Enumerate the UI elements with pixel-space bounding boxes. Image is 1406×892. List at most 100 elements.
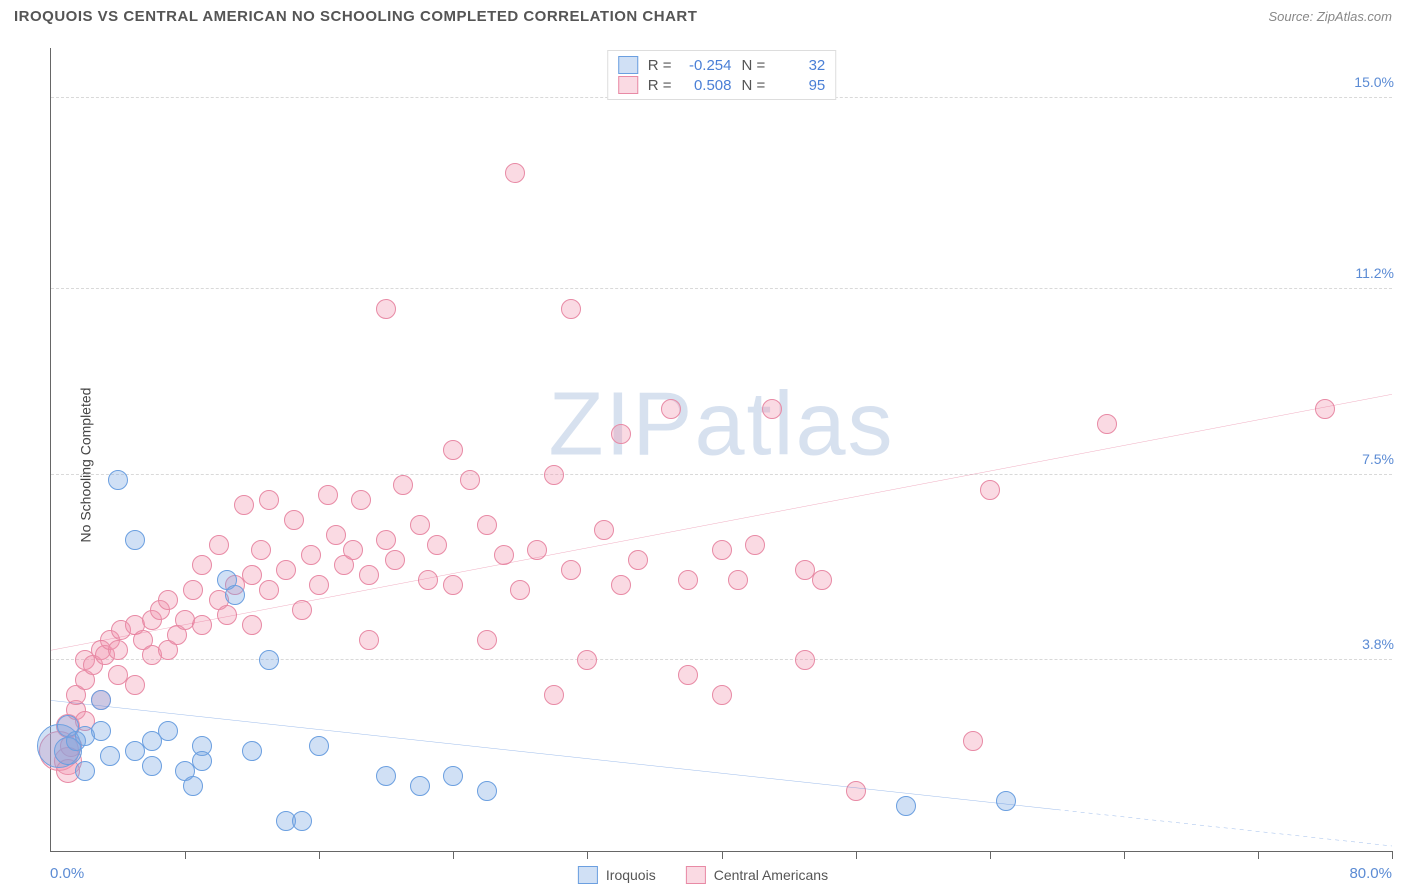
central-point bbox=[678, 570, 698, 590]
central-point bbox=[242, 565, 262, 585]
central-point bbox=[477, 515, 497, 535]
iroquois-point bbox=[259, 650, 279, 670]
central-point bbox=[251, 540, 271, 560]
iroquois-point bbox=[100, 746, 120, 766]
central-point bbox=[158, 590, 178, 610]
x-tick bbox=[1392, 851, 1393, 859]
iroquois-point bbox=[108, 470, 128, 490]
central-point bbox=[410, 515, 430, 535]
central-point bbox=[661, 399, 681, 419]
central-point bbox=[217, 605, 237, 625]
gridline bbox=[51, 659, 1392, 660]
central-point bbox=[192, 555, 212, 575]
central-point bbox=[418, 570, 438, 590]
y-tick-label: 15.0% bbox=[1348, 74, 1394, 90]
iroquois-point bbox=[192, 751, 212, 771]
central-point bbox=[594, 520, 614, 540]
central-point bbox=[359, 630, 379, 650]
central-point bbox=[712, 540, 732, 560]
x-tick bbox=[990, 851, 991, 859]
central-point bbox=[510, 580, 530, 600]
central-point bbox=[351, 490, 371, 510]
iroquois-point bbox=[376, 766, 396, 786]
central-point bbox=[1097, 414, 1117, 434]
chart-header: IROQUOIS VS CENTRAL AMERICAN NO SCHOOLIN… bbox=[0, 0, 1406, 31]
central-point bbox=[577, 650, 597, 670]
central-point bbox=[427, 535, 447, 555]
iroquois-point bbox=[225, 585, 245, 605]
correlation-legend: R = -0.254 N = 32 R = 0.508 N = 95 bbox=[607, 50, 837, 100]
central-point bbox=[108, 640, 128, 660]
central-point bbox=[443, 575, 463, 595]
central-point bbox=[561, 560, 581, 580]
central-point bbox=[812, 570, 832, 590]
central-point bbox=[477, 630, 497, 650]
iroquois-point bbox=[183, 776, 203, 796]
x-axis-min: 0.0% bbox=[50, 865, 84, 882]
y-tick-label: 3.8% bbox=[1356, 636, 1394, 652]
x-tick bbox=[453, 851, 454, 859]
iroquois-point bbox=[91, 690, 111, 710]
x-tick bbox=[1258, 851, 1259, 859]
central-point bbox=[544, 465, 564, 485]
central-point bbox=[343, 540, 363, 560]
x-tick bbox=[856, 851, 857, 859]
iroquois-point bbox=[309, 736, 329, 756]
central-point bbox=[234, 495, 254, 515]
central-point bbox=[628, 550, 648, 570]
gridline bbox=[51, 474, 1392, 475]
iroquois-point bbox=[142, 756, 162, 776]
gridline bbox=[51, 288, 1392, 289]
swatch-iroquois-bottom bbox=[578, 866, 598, 884]
central-point bbox=[359, 565, 379, 585]
legend-row-central: R = 0.508 N = 95 bbox=[618, 75, 826, 95]
central-point bbox=[728, 570, 748, 590]
x-axis-max: 80.0% bbox=[1349, 865, 1392, 882]
central-point bbox=[209, 535, 229, 555]
chart-title: IROQUOIS VS CENTRAL AMERICAN NO SCHOOLIN… bbox=[14, 8, 697, 25]
central-point bbox=[980, 480, 1000, 500]
iroquois-point bbox=[242, 741, 262, 761]
iroquois-point bbox=[91, 721, 111, 741]
central-point bbox=[376, 299, 396, 319]
central-point bbox=[125, 675, 145, 695]
iroquois-point bbox=[996, 791, 1016, 811]
x-tick bbox=[587, 851, 588, 859]
series-legend: Iroquois Central Americans bbox=[578, 866, 828, 884]
central-point bbox=[192, 615, 212, 635]
central-point bbox=[678, 665, 698, 685]
central-point bbox=[745, 535, 765, 555]
chart-area: No Schooling Completed ZIPatlas R = -0.2… bbox=[0, 38, 1406, 892]
iroquois-point bbox=[477, 781, 497, 801]
central-point bbox=[309, 575, 329, 595]
iroquois-point bbox=[410, 776, 430, 796]
central-point bbox=[544, 685, 564, 705]
central-point bbox=[611, 575, 631, 595]
trend-lines bbox=[51, 48, 1392, 851]
legend-row-iroquois: R = -0.254 N = 32 bbox=[618, 55, 826, 75]
x-tick bbox=[319, 851, 320, 859]
central-point bbox=[527, 540, 547, 560]
central-point bbox=[326, 525, 346, 545]
central-point bbox=[393, 475, 413, 495]
central-point bbox=[292, 600, 312, 620]
central-point bbox=[284, 510, 304, 530]
central-point bbox=[1315, 399, 1335, 419]
watermark: ZIPatlas bbox=[548, 374, 894, 477]
central-point bbox=[963, 731, 983, 751]
iroquois-point bbox=[75, 761, 95, 781]
y-tick-label: 11.2% bbox=[1349, 265, 1394, 281]
central-point bbox=[301, 545, 321, 565]
central-point bbox=[795, 650, 815, 670]
swatch-iroquois bbox=[618, 56, 638, 74]
central-point bbox=[460, 470, 480, 490]
plot-region: ZIPatlas R = -0.254 N = 32 R = 0.508 N =… bbox=[50, 48, 1392, 852]
central-point bbox=[611, 424, 631, 444]
x-tick bbox=[1124, 851, 1125, 859]
legend-item-central: Central Americans bbox=[686, 866, 828, 884]
chart-source: Source: ZipAtlas.com bbox=[1268, 9, 1392, 24]
central-point bbox=[318, 485, 338, 505]
x-tick bbox=[722, 851, 723, 859]
central-point bbox=[385, 550, 405, 570]
legend-item-iroquois: Iroquois bbox=[578, 866, 656, 884]
